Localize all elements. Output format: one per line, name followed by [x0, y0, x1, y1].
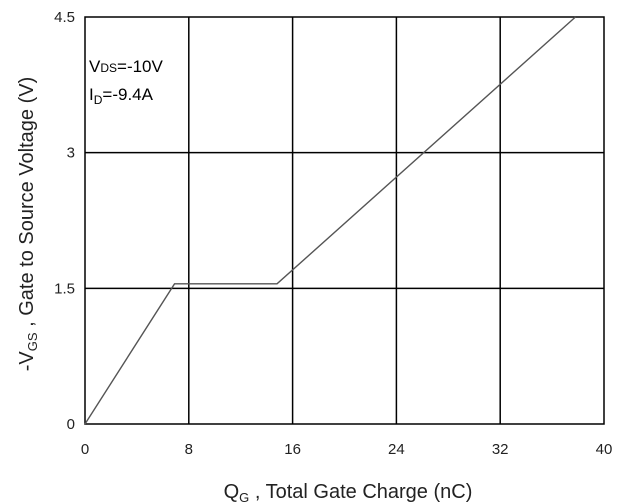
y-tick-label-2: 3 — [67, 145, 75, 162]
x-tick-label-0: 0 — [81, 441, 89, 458]
plot-frame — [84, 16, 605, 425]
grid-lines — [85, 17, 604, 424]
x-tick-label-1: 8 — [185, 441, 193, 458]
y-tick-label-0: 0 — [67, 416, 75, 433]
annotation-vds: VDS=-10V — [89, 57, 164, 76]
series-line-vgs-vs-qg — [84, 16, 576, 425]
y-tick-label-3: 4.5 — [54, 9, 75, 26]
x-tick-label-3: 24 — [388, 441, 405, 458]
x-tick-label-4: 32 — [492, 441, 509, 458]
x-tick-labels: 0 8 16 24 32 40 — [81, 441, 613, 458]
y-tick-label-1: 1.5 — [54, 280, 75, 297]
annotation-id: ID=-9.4A — [89, 85, 154, 107]
x-tick-label-5: 40 — [596, 441, 613, 458]
y-axis-title: -VGS , Gate to Source Voltage (V) — [16, 77, 40, 372]
x-tick-label-2: 16 — [284, 441, 301, 458]
y-tick-labels: 0 1.5 3 4.5 — [54, 9, 75, 433]
x-axis-title: QG , Total Gate Charge (nC) — [224, 481, 473, 504]
